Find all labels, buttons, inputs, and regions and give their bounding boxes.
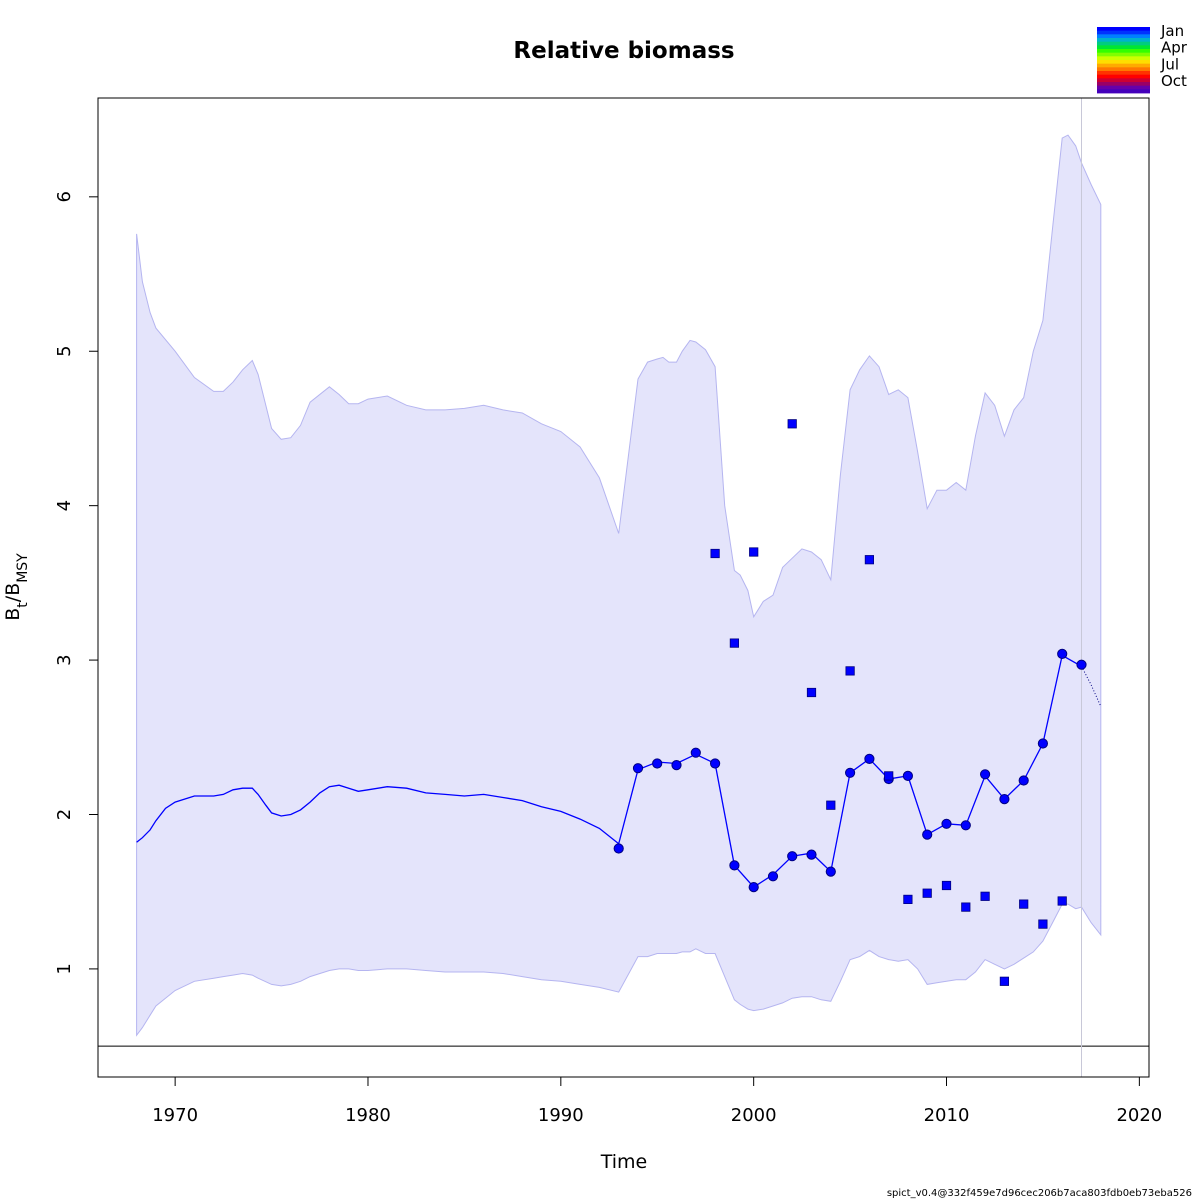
index-observation-point [903, 894, 913, 905]
estimate-point [941, 818, 952, 829]
legend-color-swatch [1097, 74, 1150, 79]
estimate-point [1018, 775, 1029, 786]
x-tick-label: 2020 [1116, 1105, 1162, 1126]
chart-title: Relative biomass [513, 38, 734, 64]
legend-color-swatch [1097, 71, 1150, 76]
estimate-point [710, 758, 721, 769]
legend-color-swatch [1097, 27, 1150, 32]
legend-label: Jul [1160, 55, 1179, 73]
forecast-line [1081, 666, 1102, 707]
x-tick-label: 1970 [152, 1105, 198, 1126]
estimate-point [690, 747, 701, 758]
y-tick-label: 2 [54, 809, 75, 820]
legend-color-swatch [1097, 56, 1150, 61]
estimate-point [980, 769, 991, 780]
index-observation-point [961, 902, 971, 912]
index-observation-point [787, 419, 797, 429]
y-axis: 1 2 3 4 5 6 [54, 191, 99, 975]
y-tick-label: 6 [54, 191, 75, 202]
estimate-point [613, 843, 624, 854]
y-tick-label: 4 [54, 500, 75, 511]
index-observation-point [749, 547, 759, 557]
legend-color-swatch [1097, 49, 1150, 54]
estimate-point [1037, 738, 1049, 749]
y-axis-label-sub-msy: MSY [15, 553, 31, 583]
index-observation-point [980, 891, 990, 901]
y-axis-label-main: B [2, 608, 24, 621]
estimate-point [787, 851, 798, 862]
index-observation-point [1019, 899, 1029, 909]
legend-color-swatch [1097, 52, 1150, 57]
estimate-point [999, 794, 1010, 805]
index-observation-point [806, 687, 817, 698]
index-observation-point [845, 666, 855, 676]
x-axis-label: Time [600, 1151, 648, 1173]
x-tick-label: 2010 [924, 1105, 970, 1126]
y-axis-label-sub-t: t [15, 602, 31, 608]
legend-color-swatch [1097, 30, 1150, 35]
plot-area [97, 97, 1150, 1078]
estimate-point [652, 758, 663, 769]
x-tick-label: 2000 [731, 1105, 777, 1126]
legend-color-swatch [1097, 41, 1150, 46]
x-tick-label: 1990 [538, 1105, 584, 1126]
index-observation-point [941, 880, 952, 891]
legend-label: Jan [1160, 22, 1184, 40]
estimate-point [729, 860, 740, 871]
estimate-point [632, 763, 644, 774]
legend-label: Oct [1161, 72, 1187, 90]
index-observation-point [729, 638, 740, 648]
estimate-point [767, 871, 779, 882]
legend-color-swatch [1097, 67, 1150, 72]
y-tick-label: 3 [54, 654, 75, 665]
estimate-point [864, 753, 875, 765]
y-axis-label-sep: /B [2, 583, 24, 602]
legend-label: Apr [1161, 39, 1188, 57]
legend-color-swatch [1097, 60, 1150, 65]
legend-color-swatch [1097, 34, 1150, 39]
estimate-point [1076, 659, 1087, 670]
confidence-band [136, 134, 1102, 1037]
legend-color-swatch [1097, 89, 1150, 94]
legend-color-swatch [1097, 38, 1150, 43]
estimate-point [748, 882, 759, 893]
y-axis-label: Bt/BMSY [2, 553, 31, 621]
estimate-point [806, 849, 817, 860]
estimate-point [671, 760, 682, 771]
y-tick-label: 1 [54, 963, 75, 974]
estimate-point [825, 866, 836, 877]
index-observation-point [1057, 896, 1067, 906]
index-observation-point [1038, 919, 1048, 929]
legend-color-swatch [1097, 63, 1150, 68]
index-observation-point [884, 771, 894, 781]
estimate-point [960, 820, 971, 831]
index-observation-point [922, 888, 932, 898]
index-observation-point [826, 800, 836, 810]
y-tick-label: 5 [54, 345, 75, 356]
legend-color-swatch [1097, 78, 1150, 83]
legend-color-swatch [1097, 82, 1150, 87]
version-footer: spict_v0.4@332f459e7d96cec206b7aca803fdb… [887, 1188, 1192, 1199]
x-axis: 1970 1980 1990 2000 2010 2020 [152, 1076, 1162, 1126]
legend-color-swatch [1097, 85, 1150, 90]
estimate-point [922, 829, 933, 840]
index-observation-point [710, 548, 720, 559]
x-tick-label: 1980 [345, 1105, 391, 1126]
estimate-point [902, 770, 914, 782]
legend-color-swatch [1097, 45, 1150, 50]
index-observation-point [999, 976, 1010, 986]
estimate-point [1057, 648, 1068, 660]
estimate-point [845, 767, 856, 778]
index-observation-point [864, 555, 875, 565]
